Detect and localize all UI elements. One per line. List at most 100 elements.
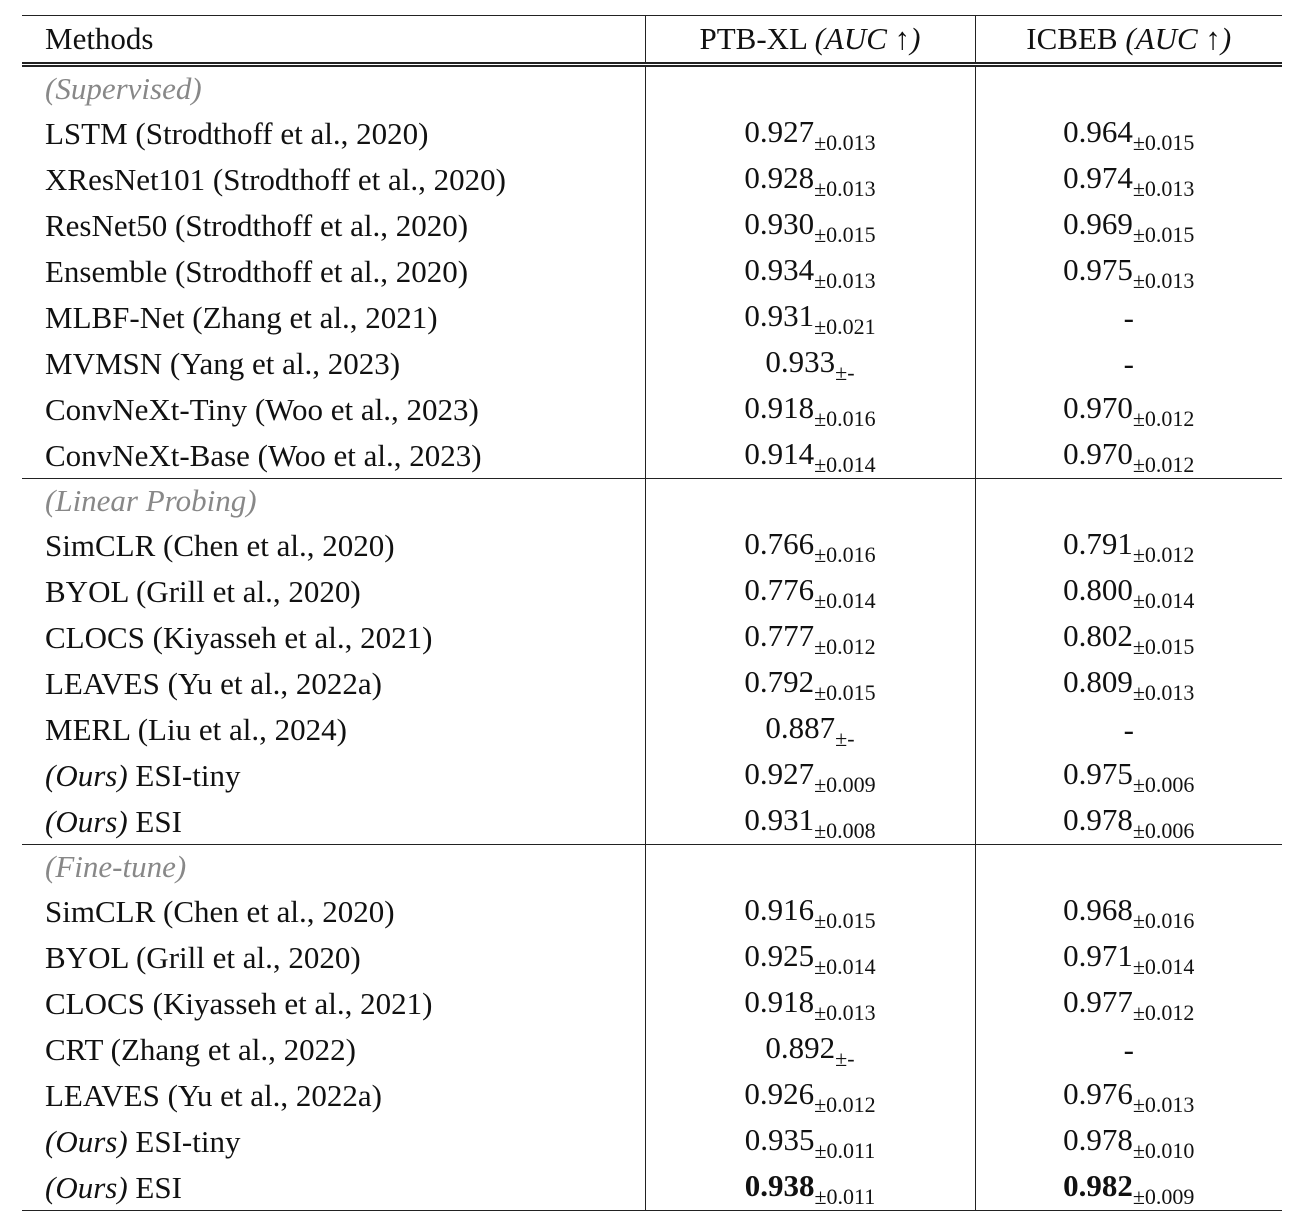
value-cell: 0.934±0.013 (644, 248, 975, 294)
data-row: BYOL (Grill et al., 2020) 0.925±0.014 0.97… (22, 934, 1282, 980)
value-cell: 0.892±- (644, 1026, 975, 1072)
empty-cell (644, 64, 975, 110)
std: ±0.014 (814, 954, 876, 979)
value-cell: 0.927±0.013 (644, 110, 975, 156)
mean: 0.974 (1063, 160, 1133, 195)
std: ±- (835, 360, 855, 385)
mean: - (1123, 345, 1134, 381)
method-cell: XResNet101 (Strodthoff et al., 2020) (22, 156, 645, 202)
mean: 0.792 (744, 664, 815, 699)
data-row: LSTM (Strodthoff et al., 2020) 0.927±0.01… (22, 110, 1282, 156)
data-row: MVMSN (Yang et al., 2023) 0.933±- - (22, 340, 1282, 386)
mean: 0.892 (765, 1030, 836, 1065)
data-row: BYOL (Grill et al., 2020) 0.776±0.014 0.80… (22, 568, 1282, 614)
std: ±0.012 (1132, 542, 1195, 567)
std: ±0.015 (814, 908, 876, 933)
method-name: ESI (135, 1169, 182, 1205)
value-cell: 0.914±0.014 (644, 432, 975, 479)
method-cell: BYOL (Grill et al., 2020) (22, 934, 645, 980)
mean: 0.925 (744, 938, 815, 973)
std: ±0.013 (1132, 268, 1195, 293)
value-cell: 0.971±0.014 (974, 934, 1282, 980)
mean: 0.800 (1063, 572, 1133, 607)
value-cell: 0.970±0.012 (974, 386, 1282, 432)
value-cell: - (974, 294, 1282, 340)
mean: 0.928 (744, 160, 815, 195)
std: ±0.012 (814, 634, 876, 659)
std: ±0.012 (814, 1092, 876, 1117)
mean: 0.931 (744, 298, 815, 333)
std: ±0.014 (814, 588, 876, 613)
value-cell: 0.930±0.015 (644, 202, 975, 248)
section-row: (Fine-tune) (22, 844, 1282, 888)
mean: - (1123, 299, 1134, 335)
method-tag: (Ours) (45, 1123, 128, 1159)
method-name: ESI (135, 803, 182, 839)
section-row: (Linear Probing) (22, 478, 1282, 522)
mean: 0.926 (744, 1076, 815, 1111)
method-cell: CRT (Zhang et al., 2022) (22, 1026, 645, 1072)
method-cell: SimCLR (Chen et al., 2020) (22, 522, 645, 568)
method-name: ESI-tiny (135, 1123, 241, 1159)
data-row: XResNet101 (Strodthoff et al., 2020) 0.92… (22, 156, 1282, 202)
std: ±0.009 (1132, 1184, 1195, 1209)
value-cell: 0.792±0.015 (644, 660, 975, 706)
method-tag: (Ours) (45, 757, 128, 793)
method-name: MERL (Liu et al., 2024) (45, 711, 347, 747)
method-tag: (Ours) (45, 1169, 128, 1205)
std: ±0.014 (1132, 588, 1195, 613)
value-cell: 0.926±0.012 (644, 1072, 975, 1118)
header-name: Methods (45, 21, 154, 56)
mean: 0.809 (1063, 664, 1133, 699)
value-cell: 0.931±0.008 (644, 798, 975, 845)
method-name: LEAVES (Yu et al., 2022a) (45, 665, 382, 701)
method-name: MLBF-Net (Zhang et al., 2021) (45, 299, 438, 335)
data-row: SimCLR (Chen et al., 2020) 0.766±0.016 0.7… (22, 522, 1282, 568)
value-cell: 0.975±0.013 (974, 248, 1282, 294)
method-cell: MLBF-Net (Zhang et al., 2021) (22, 294, 645, 340)
method-cell: Ensemble (Strodthoff et al., 2020) (22, 248, 645, 294)
method-cell: SimCLR (Chen et al., 2020) (22, 888, 645, 934)
mean: 0.802 (1063, 618, 1133, 653)
section-row: (Supervised) (22, 64, 1282, 110)
value-cell: 0.802±0.015 (974, 614, 1282, 660)
std: ±0.011 (814, 1138, 876, 1163)
value-cell: - (974, 1026, 1282, 1072)
method-cell: ConvNeXt-Base (Woo et al., 2023) (22, 432, 645, 479)
std: ±0.010 (1132, 1138, 1195, 1163)
value-cell: 0.791±0.012 (974, 522, 1282, 568)
method-cell: (Ours) ESI-tiny (22, 752, 645, 798)
method-cell: ConvNeXt-Tiny (Woo et al., 2023) (22, 386, 645, 432)
std: ±0.013 (1132, 1092, 1195, 1117)
value-cell: 0.974±0.013 (974, 156, 1282, 202)
mean: 0.977 (1063, 984, 1133, 1019)
method-cell: CLOCS (Kiyasseh et al., 2021) (22, 614, 645, 660)
header-metric: (AUC ↑) (814, 21, 921, 56)
value-cell: - (974, 706, 1282, 752)
value-cell: 0.977±0.012 (974, 980, 1282, 1026)
data-row: MERL (Liu et al., 2024) 0.887±- - (22, 706, 1282, 752)
mean: 0.970 (1063, 390, 1133, 425)
mean: 0.776 (744, 572, 815, 607)
method-cell: (Ours) ESI-tiny (22, 1118, 645, 1164)
std: ±0.014 (1132, 954, 1195, 979)
mean: 0.964 (1063, 114, 1133, 149)
mean: 0.918 (744, 984, 815, 1019)
data-row: ResNet50 (Strodthoff et al., 2020) 0.930±… (22, 202, 1282, 248)
mean: 0.933 (765, 344, 836, 379)
method-cell: (Ours) ESI (22, 1164, 645, 1211)
std: ±0.006 (1132, 772, 1195, 797)
mean: 0.766 (744, 526, 815, 561)
method-cell: LEAVES (Yu et al., 2022a) (22, 660, 645, 706)
std: ±0.016 (1132, 908, 1195, 933)
data-row: ConvNeXt-Tiny (Woo et al., 2023) 0.918±0.… (22, 386, 1282, 432)
empty-cell (974, 64, 1282, 110)
data-row: (Ours) ESI-tiny 0.935±0.011 0.978±0.010 (22, 1118, 1282, 1164)
method-name: BYOL (Grill et al., 2020) (45, 939, 361, 975)
method-cell: BYOL (Grill et al., 2020) (22, 568, 645, 614)
method-name: MVMSN (Yang et al., 2023) (45, 345, 401, 381)
mean: 0.975 (1063, 252, 1133, 287)
method-name: CRT (Zhang et al., 2022) (45, 1031, 356, 1067)
value-cell: 0.982±0.009 (974, 1164, 1282, 1211)
method-name: CLOCS (Kiyasseh et al., 2021) (45, 619, 433, 655)
